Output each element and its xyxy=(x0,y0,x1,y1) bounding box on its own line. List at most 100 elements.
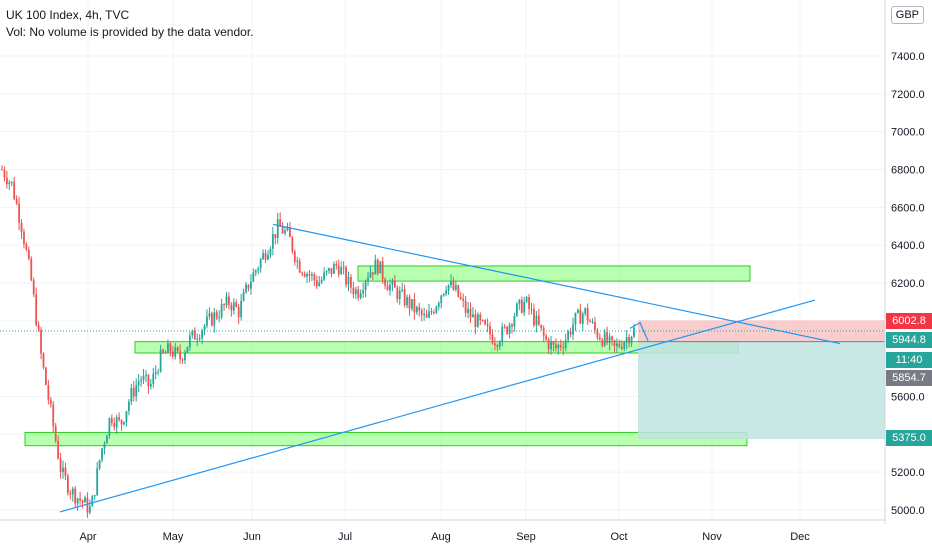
candle-body xyxy=(623,342,626,349)
candle-body xyxy=(381,261,384,280)
candle-body xyxy=(242,292,245,301)
candle-body xyxy=(267,254,269,260)
candle-body xyxy=(301,272,304,274)
candle-body xyxy=(308,273,311,276)
candle-body xyxy=(608,336,611,343)
candle-body xyxy=(591,321,594,323)
candle-body xyxy=(188,335,191,347)
candle-body xyxy=(535,315,538,326)
candle-body xyxy=(106,435,108,444)
candle-body xyxy=(23,231,25,245)
candle-body xyxy=(440,295,443,304)
candle-body xyxy=(511,324,513,327)
candle-body xyxy=(335,263,338,266)
candle-body xyxy=(269,248,272,255)
candle-body xyxy=(396,287,399,300)
candle-body xyxy=(589,320,591,323)
candle-body xyxy=(76,498,79,504)
candle-body xyxy=(420,310,423,316)
candle-body xyxy=(3,169,6,178)
candle-body xyxy=(245,284,247,293)
candle-body xyxy=(459,296,462,299)
candle-body xyxy=(42,353,45,368)
candle-body xyxy=(15,198,18,204)
candle-body xyxy=(298,260,301,273)
trendlines[interactable] xyxy=(59,223,841,513)
candle-body xyxy=(27,250,30,259)
candle-body xyxy=(435,306,438,313)
candle-body xyxy=(230,304,233,311)
time-tick-label: Sep xyxy=(516,531,536,543)
candle-body xyxy=(523,301,526,313)
candle-body xyxy=(559,344,562,348)
candle-body xyxy=(364,281,367,291)
candle-body xyxy=(362,290,365,294)
candle-body xyxy=(45,367,47,385)
candle-body xyxy=(469,308,472,318)
candle-body xyxy=(428,311,430,318)
candle-body xyxy=(620,346,623,349)
candle-body xyxy=(140,379,142,382)
currency-badge[interactable]: GBP xyxy=(890,6,924,24)
price-tick-label: 6600.0 xyxy=(891,202,925,214)
candle-body xyxy=(372,272,374,275)
candle-body xyxy=(228,296,230,305)
candle-body xyxy=(391,280,394,285)
candle-body xyxy=(213,312,216,326)
candle-body xyxy=(403,289,406,306)
candle-body xyxy=(506,326,509,334)
candle-body xyxy=(567,331,570,340)
candle-body xyxy=(357,289,360,298)
candle-body xyxy=(369,272,372,278)
candle-body xyxy=(286,227,289,231)
candle-body xyxy=(557,344,560,349)
candle-body xyxy=(101,448,103,460)
candle-body xyxy=(318,282,321,286)
symbol-title[interactable]: UK 100 Index, 4h, TVC xyxy=(6,8,130,22)
candle-body xyxy=(437,303,440,307)
time-tick-label: Aug xyxy=(431,531,451,543)
candle-body xyxy=(74,488,77,504)
candle-body xyxy=(520,299,523,313)
candle-body xyxy=(491,334,494,344)
candle-body xyxy=(291,237,294,252)
candle-body xyxy=(462,298,465,301)
candle-body xyxy=(130,387,133,402)
candle-body xyxy=(603,332,606,346)
candle-body xyxy=(611,336,613,341)
candle-body xyxy=(220,304,223,318)
candle-body xyxy=(555,344,557,349)
candle-body xyxy=(574,312,577,325)
candle-body xyxy=(547,339,550,350)
time-axis[interactable]: Apr May Jun Jul Aug Sep Oct Nov Dec xyxy=(79,531,810,543)
ascending-trendline xyxy=(59,299,816,513)
candle-body xyxy=(108,418,111,436)
candle-body xyxy=(572,324,574,335)
candle-body xyxy=(215,312,218,318)
candle-body xyxy=(179,351,182,360)
candle-body xyxy=(579,309,582,324)
candle-body xyxy=(247,284,250,289)
candle-body xyxy=(303,273,306,277)
candle-body xyxy=(164,352,167,354)
candle-body xyxy=(32,280,35,295)
candle-body xyxy=(184,352,186,361)
candle-body xyxy=(54,426,57,442)
candle-body xyxy=(79,498,81,501)
candle-body xyxy=(474,314,477,328)
candle-body xyxy=(496,345,499,347)
candle-body xyxy=(147,374,150,387)
candle-body xyxy=(454,285,457,290)
candle-body xyxy=(433,312,435,314)
candle-body xyxy=(379,261,382,274)
candle-body xyxy=(625,337,628,343)
position-tool[interactable] xyxy=(638,320,885,440)
candle-body xyxy=(249,281,252,289)
candle-body xyxy=(201,330,203,339)
candle-body xyxy=(276,219,279,239)
candle-body xyxy=(293,251,296,262)
price-tick-label: 5200.0 xyxy=(891,467,925,479)
candle-body xyxy=(271,234,274,249)
candle-body xyxy=(569,331,572,335)
